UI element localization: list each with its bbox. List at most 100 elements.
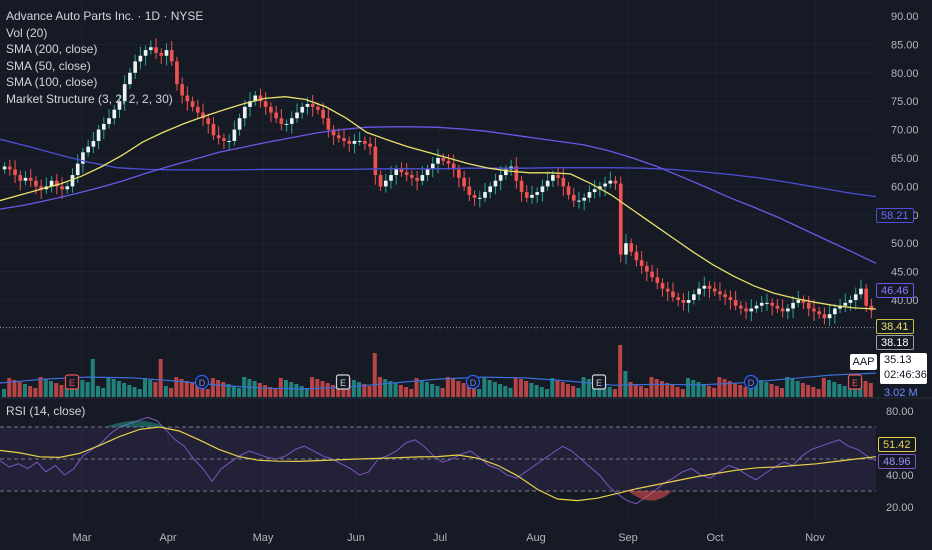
candle-body [117,101,122,110]
candle-body [733,300,738,306]
volume-bar [482,378,487,397]
candle-body [551,175,555,181]
volume-bar [263,385,268,397]
candle-body [759,302,764,306]
candle-body [833,308,837,315]
candle-body [853,294,858,300]
earnings-marker [591,374,607,390]
candle-body [342,138,346,141]
bar-countdown: 02:46:36 [884,369,927,381]
sma50-legend[interactable]: SMA (50, close) [6,58,91,73]
volume-bar [111,379,116,397]
candle-body [483,192,487,198]
candle-body [775,305,780,309]
volume-bar [189,383,194,397]
candle-body [514,166,519,181]
candle-body [801,300,806,303]
volume-bar [753,378,758,397]
candle-body [211,123,216,136]
candle-body [608,180,613,184]
ticker-label: AAP [850,354,877,370]
volume-bar [17,382,22,397]
candle-body [754,305,759,309]
volume-bar [743,387,748,397]
candle-body [467,186,472,195]
candle-body [488,186,493,193]
volume-ma-line [0,372,877,390]
candle-body [671,291,675,298]
volume-bar [832,382,837,397]
volume-bar [200,387,205,397]
sma200-legend[interactable]: SMA (200, close) [6,42,98,56]
volume-bar [581,377,586,397]
volume-bar [54,383,59,397]
symbol-title[interactable]: Advance Auto Parts Inc. · 1D · NYSE [6,9,204,23]
candle-body [660,282,665,289]
candle-body [39,186,43,190]
volume-bar [294,384,299,397]
volume-legend[interactable]: Vol (20) [6,25,48,40]
candle-body [128,72,132,85]
price-tick-label: 50.00 [891,238,919,250]
volume-bar [95,386,101,397]
rsi-value-tag: 48.96 [878,454,916,469]
volume-bar [419,380,424,397]
candle-body [869,305,874,311]
earnings-marker-label: E [340,378,346,388]
volume-bar [759,380,764,397]
volume-bar [2,389,7,397]
volume-bar [226,384,231,397]
candle-body [712,288,717,292]
candle-body [806,302,811,309]
candle-body [457,169,461,178]
earnings-marker [335,374,351,390]
volume-tag: 3.02 M [884,387,918,399]
last-price: 35.13 [884,354,912,366]
candle-body [462,177,466,187]
candle-body [577,200,581,202]
candle-body [363,140,367,144]
candle-body [263,101,268,107]
volume-bar [116,381,121,397]
candle-body [357,140,362,142]
volume-bar [675,387,680,397]
volume-bar [132,387,137,397]
market-structure-legend[interactable]: Market Structure (3, 2, 2, 2, 30) [6,91,173,106]
volume-bar [733,383,738,397]
volume-bar [769,384,774,397]
candle-body [598,186,602,190]
candle-body [770,302,775,306]
earnings-marker-label: E [852,378,858,388]
candle-body [289,118,294,124]
volume-bar [289,382,294,397]
candle-body [451,163,456,170]
candle-body [702,285,707,289]
volume-bar [445,377,450,397]
candle-body [686,300,691,303]
volume-bar [471,387,476,397]
candle-body [692,294,696,300]
volume-bar [550,378,555,397]
volume-bar [487,380,492,397]
volume-bar [565,384,570,397]
candle-body [18,175,23,181]
volume-bar [816,389,821,397]
candle-body [744,308,748,312]
volume-bar [137,389,142,397]
candle-body [331,129,336,136]
volume-bar [795,381,800,397]
volume-bar [461,383,466,397]
candle-body [206,118,211,124]
volume-bar [780,388,785,397]
candle-body [859,288,863,295]
candle-body [446,160,451,164]
rsi-legend[interactable]: RSI (14, close) [6,404,86,418]
candle-body [148,47,153,51]
candle-body [133,61,137,73]
volume-bar [304,388,309,397]
volume-bar [142,378,148,397]
volume-bar [38,377,43,397]
sma100-legend[interactable]: SMA (100, close) [6,75,98,89]
volume-bar [811,387,816,397]
